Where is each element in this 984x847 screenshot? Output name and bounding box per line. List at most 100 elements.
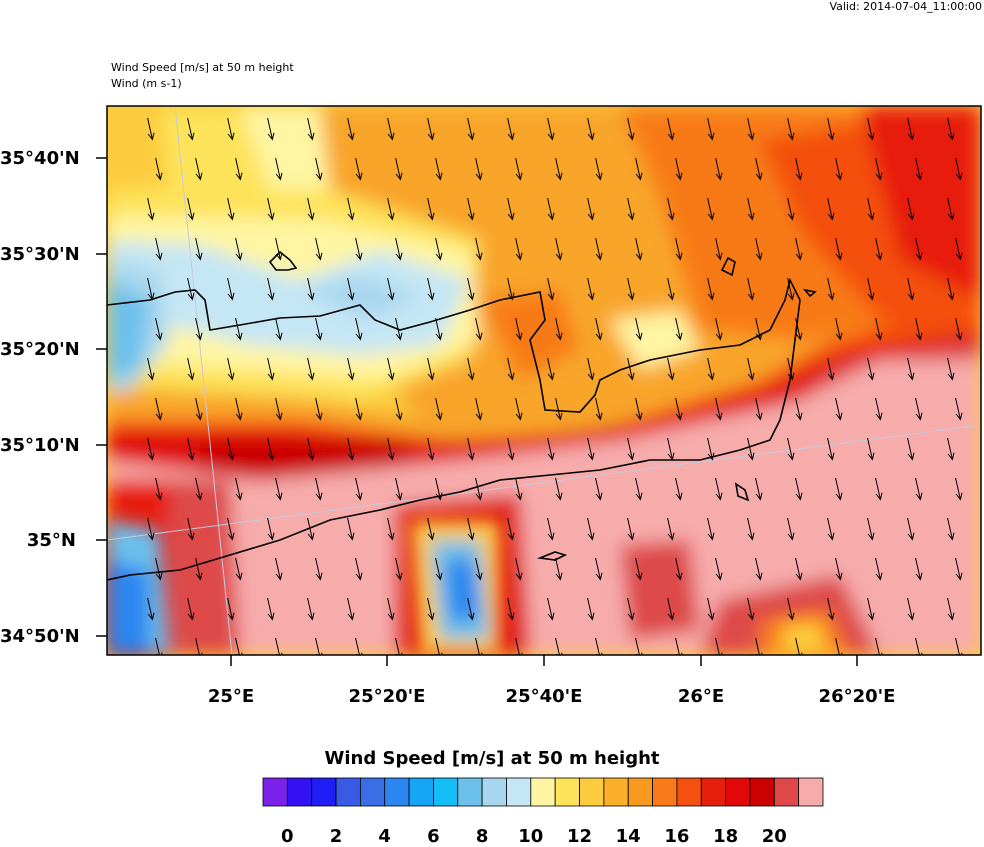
colorbar-label: 6	[427, 826, 440, 847]
wind-arrow	[587, 517, 595, 541]
wind-arrow	[475, 557, 483, 581]
wind-arrow	[347, 437, 355, 461]
wind-arrow	[435, 477, 443, 501]
wind-arrow	[395, 557, 403, 581]
wind-arrow	[955, 157, 963, 181]
axis-ticks	[96, 157, 858, 666]
wind-arrow	[787, 517, 795, 541]
wind-arrow	[635, 397, 643, 421]
wind-arrow	[147, 277, 155, 301]
wind-arrow	[675, 397, 683, 421]
wind-arrow	[435, 157, 443, 181]
wind-arrow	[947, 437, 955, 461]
wind-arrow	[235, 317, 243, 341]
wind-arrow	[747, 277, 755, 301]
lat-label-35-30: 35°30'N	[0, 244, 80, 265]
wind-arrow	[675, 237, 683, 261]
wind-arrow	[947, 197, 955, 221]
wind-arrow	[555, 317, 563, 341]
colorbar-swatch	[773, 777, 800, 807]
wind-arrow	[827, 117, 835, 141]
wind-arrow	[787, 197, 795, 221]
wind-arrow	[187, 277, 195, 301]
wind-arrow	[707, 437, 715, 461]
wind-arrow	[547, 277, 555, 301]
wind-arrow	[235, 477, 243, 501]
colorbar-swatch	[311, 777, 337, 807]
wind-arrow	[755, 237, 763, 261]
wind-arrow	[827, 517, 835, 541]
wind-arrow	[787, 277, 795, 301]
wind-arrow	[867, 437, 875, 461]
colorbar-label: 8	[475, 826, 489, 847]
wind-arrow	[395, 237, 403, 261]
wind-arrow	[155, 557, 163, 581]
wind-arrow	[795, 557, 803, 581]
lat-label-35-00: 35°N	[26, 530, 76, 551]
wind-arrow	[555, 477, 563, 501]
wind-arrow	[355, 157, 363, 181]
wind-arrow	[355, 477, 363, 501]
wind-arrow	[195, 237, 203, 261]
lon-label-26-20: 26°20'E	[818, 686, 896, 707]
wind-arrow	[155, 317, 163, 341]
wind-arrow	[435, 557, 443, 581]
wind-arrow	[907, 277, 915, 301]
wind-arrow	[547, 197, 555, 221]
wind-arrow	[195, 317, 203, 341]
wind-arrow	[675, 317, 683, 341]
lat-label-35-10: 35°10'N	[0, 435, 80, 456]
wind-arrow	[475, 397, 483, 421]
wind-arrow	[875, 557, 883, 581]
wind-arrow	[587, 437, 595, 461]
wind-arrow	[147, 437, 155, 461]
wind-arrow	[835, 157, 843, 181]
wind-arrow	[755, 157, 763, 181]
wind-arrow	[907, 597, 915, 621]
wind-arrow	[275, 557, 283, 581]
wind-arrow	[787, 357, 795, 381]
wind-arrow	[147, 197, 155, 221]
wind-arrow	[955, 397, 963, 421]
colorbar-label: 20	[761, 826, 787, 847]
wind-arrow	[875, 317, 883, 341]
wind-arrow	[235, 157, 243, 181]
wind-arrow	[875, 397, 883, 421]
wind-arrow	[907, 517, 915, 541]
wind-arrow	[587, 357, 595, 381]
wind-arrow	[267, 517, 275, 541]
wind-arrow	[155, 477, 163, 501]
wind-arrow	[667, 117, 675, 141]
colorbar-swatch	[554, 777, 580, 807]
wind-arrow	[195, 157, 203, 181]
wind-arrow	[787, 117, 795, 141]
wind-arrow	[147, 517, 155, 541]
wind-arrow	[787, 597, 795, 621]
wind-arrow	[395, 317, 403, 341]
lon-label-26-00: 26°E	[677, 686, 725, 707]
wind-arrow	[915, 557, 923, 581]
wind-arrow	[867, 117, 875, 141]
wind-arrow	[515, 237, 523, 261]
wind-arrow	[227, 277, 235, 301]
wind-arrow	[187, 597, 195, 621]
wind-arrow	[627, 357, 635, 381]
wind-arrow	[595, 317, 603, 341]
colorbar-label: 4	[378, 826, 391, 847]
wind-arrow	[507, 117, 515, 141]
wind-arrow	[555, 557, 563, 581]
wind-arrow	[435, 317, 443, 341]
wind-arrow	[427, 277, 435, 301]
wind-arrow	[267, 357, 275, 381]
colorbar-swatch	[335, 777, 361, 807]
colorbar-swatch	[262, 777, 288, 807]
wind-arrow	[547, 357, 555, 381]
wind-arrow	[427, 597, 435, 621]
wind-arrow	[795, 317, 803, 341]
wind-arrow	[915, 157, 923, 181]
wind-arrow	[795, 237, 803, 261]
wind-arrow	[275, 477, 283, 501]
colorbar-label: 16	[664, 826, 690, 847]
colorbar-title: Wind Speed [m/s] at 50 m height	[324, 748, 660, 769]
wind-arrow	[555, 157, 563, 181]
